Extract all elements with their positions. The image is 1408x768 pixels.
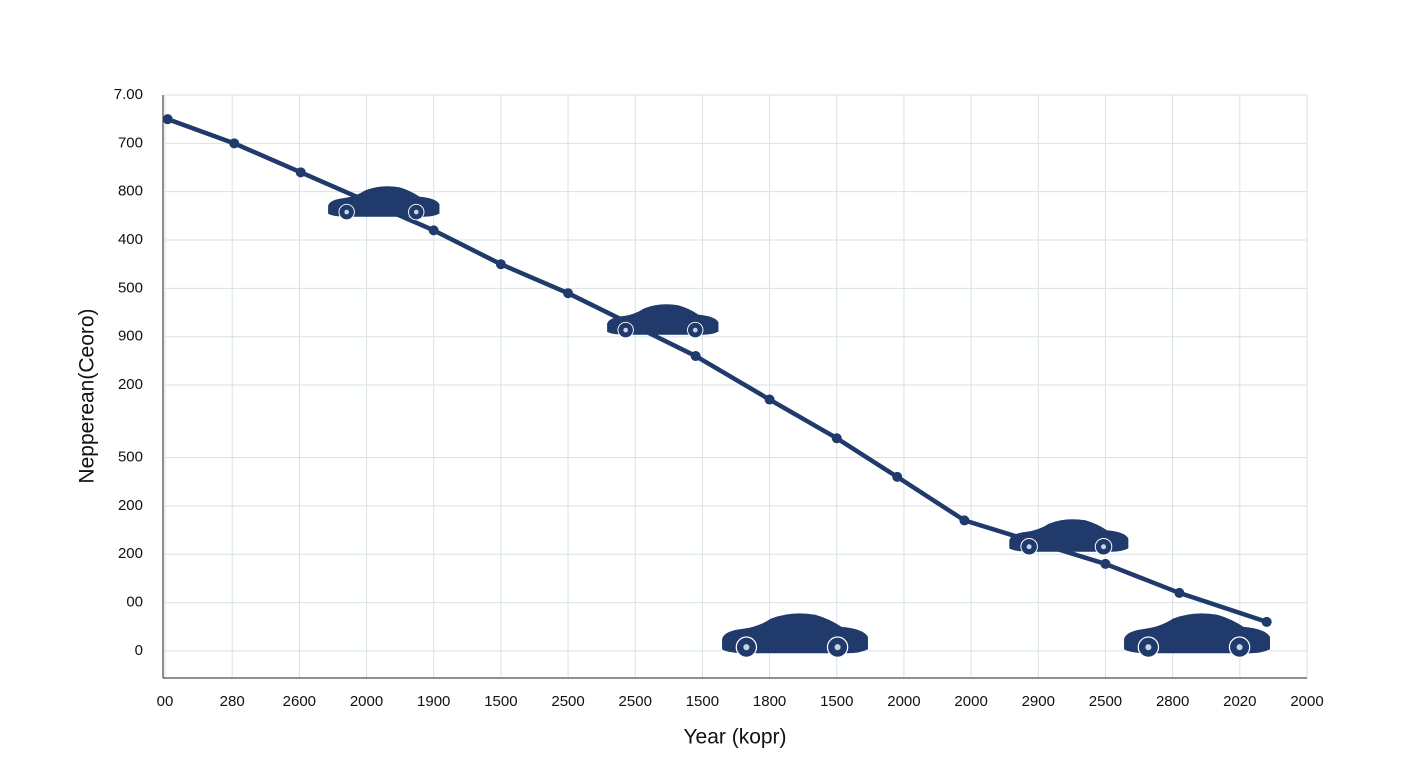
car-icon bbox=[606, 303, 719, 339]
car-icon bbox=[1123, 612, 1271, 658]
point-marker bbox=[831, 433, 842, 444]
x-tick-label: 1800 bbox=[753, 693, 786, 710]
x-tick-label: 1500 bbox=[686, 693, 719, 710]
point-marker bbox=[959, 515, 970, 526]
point-marker bbox=[1261, 616, 1272, 627]
x-tick-label: 1900 bbox=[417, 693, 450, 710]
y-tick-label: 0 bbox=[135, 642, 143, 659]
x-tick-label: 2000 bbox=[350, 693, 383, 710]
x-tick-label: 1500 bbox=[820, 693, 853, 710]
y-tick-label: 200 bbox=[118, 376, 143, 393]
y-tick-label: 900 bbox=[118, 328, 143, 345]
point-marker bbox=[428, 225, 439, 236]
y-tick-label: 7.00 bbox=[114, 86, 143, 103]
x-tick-label: 2500 bbox=[1089, 693, 1122, 710]
y-tick-label: 700 bbox=[118, 134, 143, 151]
x-tick-label: 00 bbox=[157, 693, 174, 710]
point-marker bbox=[1100, 558, 1111, 569]
point-marker bbox=[1174, 587, 1185, 598]
point-marker bbox=[495, 259, 506, 270]
x-tick-label: 2500 bbox=[619, 693, 652, 710]
car-icon bbox=[721, 612, 869, 658]
x-tick-label: 2900 bbox=[1022, 693, 1055, 710]
y-tick-label: 800 bbox=[118, 183, 143, 200]
x-tick-label: 2000 bbox=[954, 693, 987, 710]
x-tick-label: 280 bbox=[220, 693, 245, 710]
point-marker bbox=[764, 394, 775, 405]
point-marker bbox=[690, 351, 701, 362]
y-tick-label: 200 bbox=[118, 545, 143, 562]
y-tick-label: 500 bbox=[118, 279, 143, 296]
y-tick-label: 00 bbox=[126, 594, 143, 611]
y-tick-label: 200 bbox=[118, 497, 143, 514]
y-tick-label: 400 bbox=[118, 231, 143, 248]
point-marker bbox=[295, 167, 306, 178]
point-marker bbox=[892, 471, 903, 482]
x-tick-label: 2800 bbox=[1156, 693, 1189, 710]
data-layer bbox=[162, 114, 1272, 627]
series-line bbox=[165, 116, 1269, 625]
x-tick-label: 1500 bbox=[484, 693, 517, 710]
point-marker bbox=[229, 138, 240, 149]
x-tick-label: 2000 bbox=[887, 693, 920, 710]
y-tick-label: 500 bbox=[118, 449, 143, 466]
point-marker bbox=[563, 288, 574, 299]
x-axis-title: Year (kopr) bbox=[683, 726, 786, 749]
car-icon bbox=[1008, 518, 1129, 556]
x-tick-label: 2500 bbox=[551, 693, 584, 710]
x-tick-label: 2000 bbox=[1290, 693, 1323, 710]
x-tick-label: 2020 bbox=[1223, 693, 1256, 710]
y-axis-title: Nepperean(Ceoro) bbox=[76, 308, 99, 483]
point-marker bbox=[162, 114, 173, 125]
x-tick-label: 2600 bbox=[283, 693, 316, 710]
